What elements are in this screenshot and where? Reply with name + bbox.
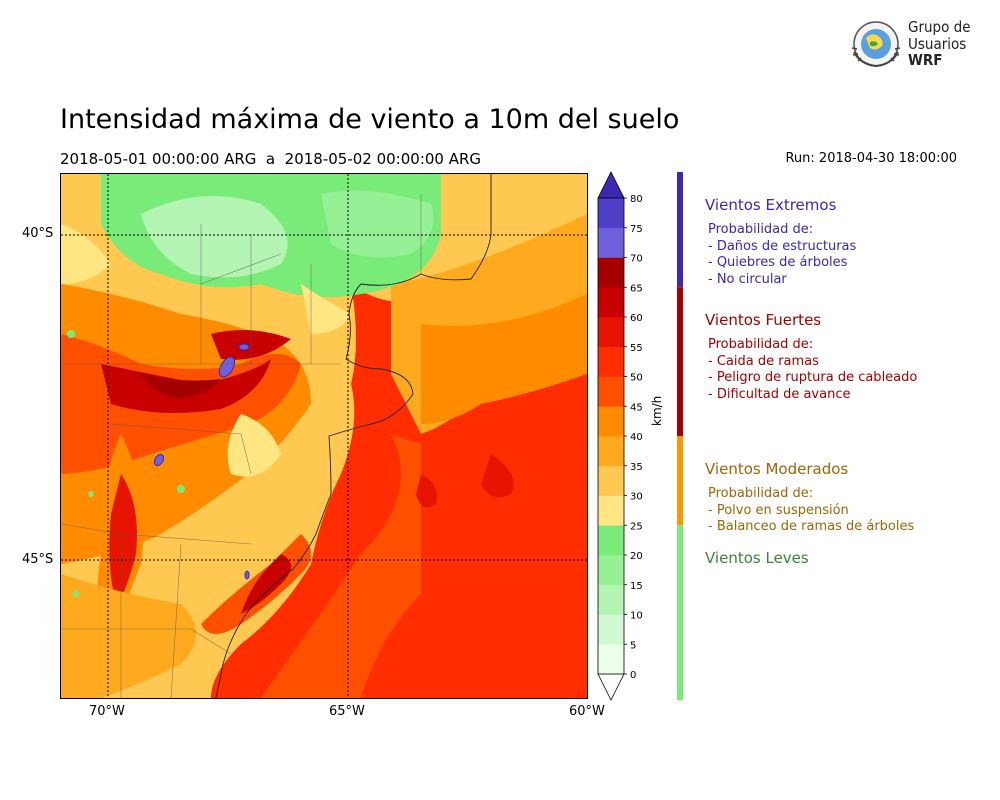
colorbar-segment bbox=[598, 257, 624, 288]
colorbar-segment bbox=[598, 317, 624, 348]
run-label: Run: 2018-04-30 18:00:00 bbox=[785, 151, 957, 166]
wrf-logo: Grupo de Usuarios WRF bbox=[848, 18, 973, 72]
colorbar-tick-label: 60 bbox=[630, 313, 643, 324]
colorbar-segment bbox=[598, 227, 624, 258]
colorbar-segment bbox=[598, 436, 624, 467]
colorbar-tick-label: 25 bbox=[630, 521, 643, 532]
category-description-line: Probabilidad de: bbox=[708, 222, 814, 237]
category-description-line: - Daños de estructuras bbox=[708, 238, 857, 254]
colorbar-segment bbox=[598, 525, 624, 556]
colorbar-segment bbox=[598, 198, 624, 229]
colorbar-segment bbox=[598, 614, 624, 645]
category-description-line: - Balanceo de ramas de árboles bbox=[708, 519, 915, 534]
category-bar-segment bbox=[677, 287, 683, 436]
map-title: Intensidad máxima de viento a 10m del su… bbox=[60, 104, 680, 135]
category-description-line: - Quiebres de árboles bbox=[708, 255, 848, 270]
category-description-line: Probabilidad de: bbox=[708, 337, 814, 353]
category-title: Vientos Moderados bbox=[705, 460, 849, 478]
colorbar-tick-label: 10 bbox=[630, 611, 643, 622]
category-description-line: - Dificultad de avance bbox=[708, 386, 851, 402]
colorbar-tick-label: 55 bbox=[630, 343, 643, 354]
category-description-line: Probabilidad de: bbox=[708, 486, 814, 501]
colorbar-tick-label: 35 bbox=[630, 462, 643, 473]
logo-text-line3: WRF bbox=[908, 51, 943, 69]
lon-label-60w: 60°W bbox=[569, 704, 605, 719]
graticule bbox=[61, 174, 587, 698]
logo-text-line1: Grupo de bbox=[908, 18, 971, 36]
colorbar-tick-label: 40 bbox=[630, 432, 643, 443]
colorbar-segment bbox=[598, 346, 624, 377]
category-description-line: - Polvo en suspensión bbox=[708, 502, 849, 518]
globe-icon bbox=[851, 21, 901, 68]
colorbar-tick-label: 70 bbox=[630, 254, 643, 265]
wind-map-svg bbox=[61, 174, 587, 698]
colorbar: 0 5 10 15 20 25 30 35 40 45 50 55 60 65 70 75 80 bbox=[597, 171, 643, 701]
colorbar-segment bbox=[598, 376, 624, 407]
colorbar-tick-label: 20 bbox=[630, 551, 643, 562]
category-title: Vientos Fuertes bbox=[705, 311, 822, 330]
colorbar-segment bbox=[598, 495, 624, 526]
colorbar-tick-label: 30 bbox=[630, 492, 643, 503]
colorbar-tick-label: 5 bbox=[630, 640, 636, 651]
category-title: Vientos Extremos bbox=[705, 196, 837, 214]
lon-label-65w: 65°W bbox=[329, 704, 365, 719]
colorbar-tick-label: 15 bbox=[630, 581, 643, 592]
lon-label-70w: 70°W bbox=[89, 704, 125, 719]
category-description-line: - Peligro de ruptura de cableado bbox=[708, 370, 918, 386]
colorbar-segment bbox=[598, 406, 624, 437]
category-description: Probabilidad de: - Daños de estructuras - … bbox=[708, 222, 856, 288]
category-bar-segment bbox=[677, 436, 683, 526]
category-description-line: - No circular bbox=[708, 271, 787, 287]
colorbar-tick-label: 80 bbox=[630, 194, 643, 205]
province-borders bbox=[61, 194, 422, 698]
colorbar-svg: 0 5 10 15 20 25 30 35 40 45 50 55 60 65 70 75 80 bbox=[597, 171, 643, 701]
map-subtitle: 2018-05-01 00:00:00 ARG a 2018-05-02 00:… bbox=[60, 150, 482, 168]
colorbar-tick-label: 45 bbox=[630, 402, 643, 413]
colorbar-tick-label: 50 bbox=[630, 373, 643, 384]
colorbar-under-triangle bbox=[597, 673, 625, 701]
colorbar-tick-label: 65 bbox=[630, 283, 643, 294]
category-description: Probabilidad de: - Caida de ramas - Peligr… bbox=[708, 337, 917, 403]
colorbar-segment bbox=[598, 287, 624, 318]
category-description: Probabilidad de: - Polvo en suspensión - B… bbox=[708, 486, 914, 536]
colorbar-segment bbox=[598, 555, 624, 586]
category-bar-segment bbox=[677, 172, 683, 288]
colorbar-segment bbox=[598, 644, 624, 675]
category-bar-segment bbox=[677, 525, 683, 700]
colorbar-over-triangle bbox=[597, 171, 625, 199]
colorbar-segment bbox=[598, 465, 624, 496]
colorbar-segment bbox=[598, 584, 624, 615]
lat-label-45s: 45°S bbox=[22, 552, 54, 567]
colorbar-tick-label: 0 bbox=[630, 670, 636, 681]
colorbar-unit: km/h bbox=[650, 395, 664, 426]
colorbar-tick-label: 75 bbox=[630, 224, 643, 235]
category-legend-bar bbox=[677, 172, 683, 700]
category-description-line: - Caida de ramas bbox=[708, 353, 819, 369]
lat-label-40s: 40°S bbox=[22, 226, 54, 241]
coastline bbox=[215, 174, 492, 698]
logo-text-line2: Usuarios bbox=[908, 35, 967, 53]
wind-map[interactable] bbox=[60, 173, 588, 699]
category-title: Vientos Leves bbox=[705, 549, 809, 568]
land-wind-field bbox=[61, 174, 441, 698]
